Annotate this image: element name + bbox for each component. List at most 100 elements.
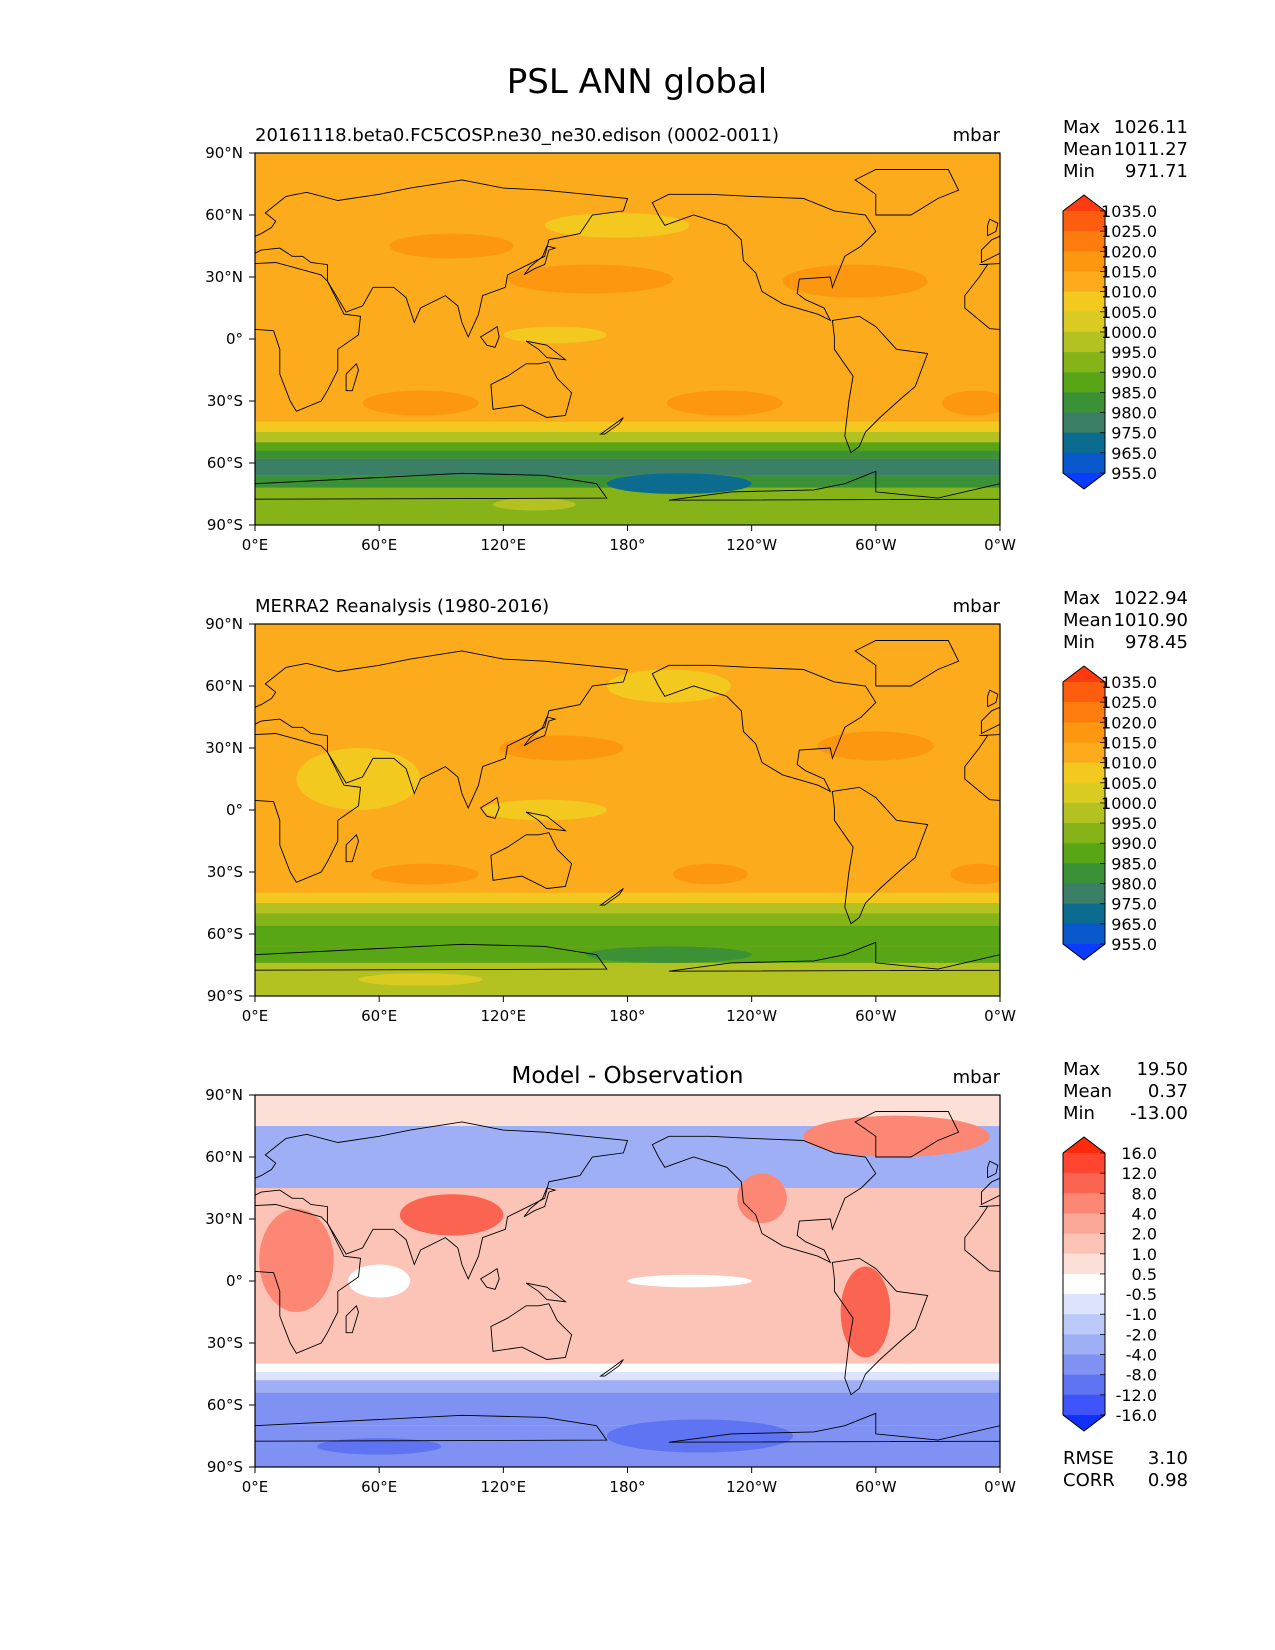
coastline bbox=[490, 361, 573, 418]
colorbar-label: 990.0 bbox=[1111, 363, 1157, 382]
colorbar-segment bbox=[1063, 1314, 1105, 1335]
lat-tick-label: 0° bbox=[226, 801, 243, 819]
lon-tick-label: 180° bbox=[609, 536, 645, 554]
colorbar: 16.012.08.04.02.01.00.5-0.5-1.0-2.0-4.0-… bbox=[1062, 1136, 1157, 1432]
figure-title: PSL ANN global bbox=[507, 62, 767, 102]
coastline bbox=[599, 888, 624, 906]
colorbar-segment bbox=[1063, 1253, 1105, 1275]
stat-value: 971.71 bbox=[1125, 161, 1188, 182]
contour-band bbox=[255, 1371, 1000, 1381]
contour-region bbox=[399, 1194, 504, 1236]
coastline bbox=[831, 786, 929, 925]
contour-region bbox=[492, 498, 576, 511]
colorbar-label: 1015.0 bbox=[1101, 262, 1157, 281]
lon-tick-label: 120°W bbox=[726, 536, 777, 554]
colorbar-segment bbox=[1063, 1294, 1105, 1315]
colorbar-segment bbox=[1063, 903, 1105, 925]
colorbar-label: 1000.0 bbox=[1101, 794, 1157, 813]
coastline bbox=[345, 833, 359, 863]
coastline bbox=[651, 664, 877, 793]
lon-tick-label: 180° bbox=[609, 1007, 645, 1025]
colorbar-label: -16.0 bbox=[1116, 1406, 1157, 1425]
colorbar-label: 1025.0 bbox=[1101, 693, 1157, 712]
stat-value: 19.50 bbox=[1136, 1059, 1188, 1080]
coastline bbox=[479, 325, 500, 348]
lat-tick-label: 30°S bbox=[207, 1334, 243, 1352]
colorbar-segment bbox=[1063, 782, 1105, 804]
colorbar-segment bbox=[1063, 1173, 1105, 1194]
lat-tick-label: 60°N bbox=[205, 1148, 243, 1166]
contour-region bbox=[362, 390, 479, 416]
coastline bbox=[255, 733, 361, 883]
colorbar-segment bbox=[1063, 372, 1105, 393]
colorbar-label: 995.0 bbox=[1111, 343, 1157, 362]
map-field bbox=[255, 1095, 1000, 1467]
colorbar-segment bbox=[1063, 1153, 1105, 1174]
contour-region bbox=[737, 1173, 787, 1224]
coastline bbox=[987, 689, 999, 708]
colorbar-label: 1035.0 bbox=[1101, 202, 1157, 221]
coastline bbox=[987, 218, 999, 237]
lon-tick-label: 0°W bbox=[984, 536, 1016, 554]
contour-region bbox=[544, 212, 690, 238]
lat-tick-label: 90°S bbox=[207, 516, 243, 534]
coastline bbox=[525, 1282, 567, 1303]
coastline bbox=[255, 472, 608, 525]
lat-tick-label: 90°N bbox=[205, 1086, 243, 1104]
contour-band bbox=[255, 913, 1000, 926]
colorbar-segment bbox=[1063, 802, 1105, 824]
contour-region bbox=[499, 735, 624, 761]
colorbar-label: 975.0 bbox=[1111, 895, 1157, 914]
coastline bbox=[668, 470, 1000, 525]
colorbar-label: 980.0 bbox=[1111, 404, 1157, 423]
contour-region bbox=[817, 731, 934, 761]
lat-tick-label: 30°N bbox=[205, 739, 243, 757]
coastline bbox=[831, 315, 929, 454]
panel-title: Model - Observation bbox=[511, 1063, 743, 1089]
lat-tick-label: 60°S bbox=[207, 454, 243, 472]
contour-region bbox=[606, 1419, 794, 1453]
coastline bbox=[523, 245, 557, 276]
contour-region bbox=[606, 669, 731, 703]
lat-tick-label: 90°S bbox=[207, 1458, 243, 1476]
colorbar-segment bbox=[1063, 331, 1105, 353]
contour-band bbox=[255, 1363, 1000, 1372]
panel-diff: Model - Observation mbar 0°E 60°E 120°E 180° 1… bbox=[205, 1059, 1188, 1496]
coastline bbox=[831, 1257, 929, 1396]
coastline bbox=[668, 1412, 1000, 1467]
coastline bbox=[854, 640, 960, 687]
coastline bbox=[854, 1111, 960, 1158]
colorbar-segment bbox=[1063, 883, 1105, 905]
colorbar-segment bbox=[1063, 823, 1105, 844]
colorbar-label: 1005.0 bbox=[1101, 774, 1157, 793]
lon-tick-label: 0°E bbox=[242, 536, 269, 554]
coastline bbox=[651, 1135, 877, 1264]
contour-band bbox=[255, 1392, 1000, 1426]
coastline bbox=[854, 169, 960, 216]
lon-tick-label: 120°E bbox=[481, 536, 527, 554]
coastline bbox=[523, 1187, 557, 1218]
colorbar-label: 965.0 bbox=[1111, 915, 1157, 934]
colorbar-label: 1035.0 bbox=[1101, 673, 1157, 692]
contour-band bbox=[255, 487, 1000, 525]
panel-title: 20161118.beta0.FC5COSP.ne30_ne30.edison … bbox=[255, 125, 779, 146]
lon-tick-label: 60°W bbox=[855, 1478, 897, 1496]
colorbar-segment bbox=[1063, 311, 1105, 333]
colorbar-segment bbox=[1063, 432, 1105, 454]
colorbar-segment bbox=[1063, 452, 1105, 474]
stat-value: 1026.11 bbox=[1114, 117, 1188, 138]
coastline bbox=[964, 734, 1000, 801]
stat-value: 1010.90 bbox=[1114, 610, 1188, 631]
colorbar-label: 1010.0 bbox=[1101, 754, 1157, 773]
coastline bbox=[255, 262, 361, 412]
colorbar-label: 955.0 bbox=[1111, 464, 1157, 483]
panel-reference: MERRA2 Reanalysis (1980-2016) mbar 0°E 60°E… bbox=[205, 588, 1188, 1025]
lon-tick-label: 60°E bbox=[361, 1478, 397, 1496]
contour-band bbox=[255, 432, 1000, 443]
map-field bbox=[255, 624, 1000, 996]
stat-label: Mean bbox=[1063, 1081, 1112, 1102]
units-label: mbar bbox=[953, 596, 1001, 617]
colorbar-label: 16.0 bbox=[1121, 1144, 1157, 1163]
colorbar-segment bbox=[1063, 742, 1105, 764]
